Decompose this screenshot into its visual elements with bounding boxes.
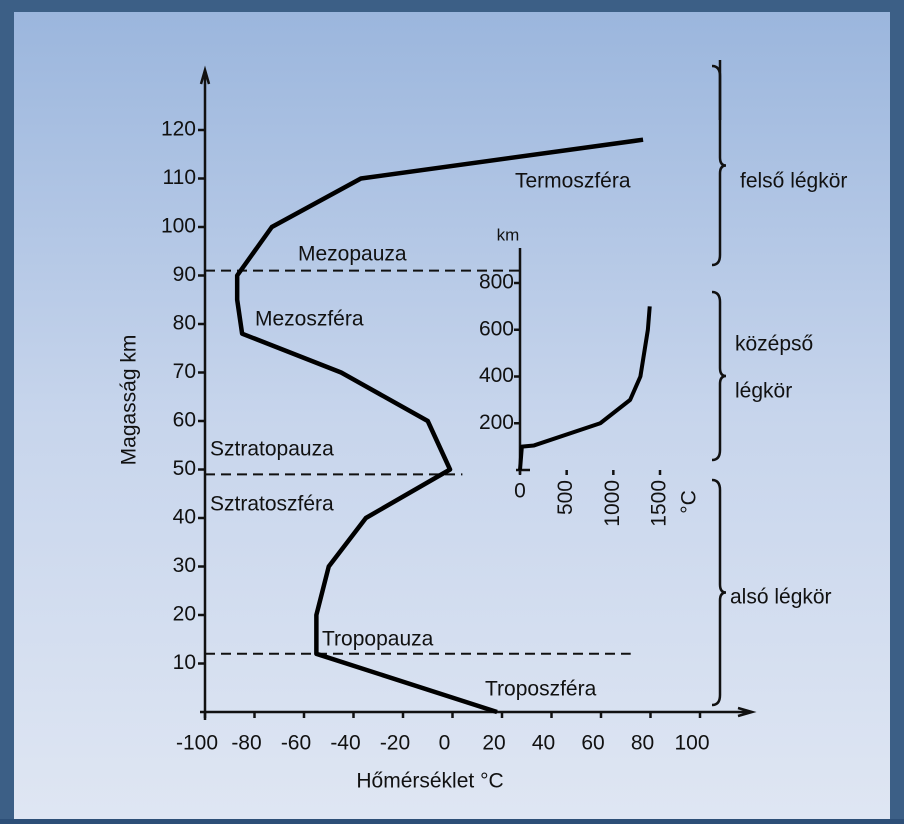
x-tick-label: 20	[482, 732, 505, 755]
annotation: Mezoszféra	[255, 308, 364, 331]
y-tick-label: 10	[173, 651, 196, 674]
x-tick-label: 0	[439, 732, 451, 755]
y-tick-label: 30	[173, 554, 196, 577]
region-label: légkör	[735, 380, 792, 403]
x-tick-label: -100	[176, 732, 218, 755]
region-label: felső légkör	[740, 170, 847, 193]
inset-x-axis-label: °C	[678, 490, 701, 514]
x-tick-label: -80	[231, 732, 261, 755]
inset-x-tick-label: 1000	[601, 480, 624, 527]
inset-x-tick-label: 0	[514, 480, 526, 503]
annotation: Sztratopauza	[210, 438, 334, 461]
region-label: alsó légkör	[730, 586, 832, 609]
inset-y-tick-label: 400	[479, 364, 514, 387]
region-label: középső	[735, 333, 813, 356]
annotation: Mezopauza	[298, 243, 407, 266]
x-axis-label: Hőmérséklet °C	[356, 770, 503, 793]
chart: 10 20 30 40 50 60 70 80 90 100 110 120 -100 -80 -60 -40…	[0, 0, 904, 819]
y-tick-label: 100	[161, 215, 196, 238]
annotation: Sztratoszféra	[210, 493, 334, 516]
annotation: Tropopauza	[322, 628, 434, 651]
y-tick-label: 20	[173, 603, 196, 626]
inset-y-tick-label: 600	[479, 317, 514, 340]
page: 10 20 30 40 50 60 70 80 90 100 110 120 -100 -80 -60 -40…	[0, 0, 904, 819]
inset-y-tick-label: 800	[479, 271, 514, 294]
y-tick-label: 110	[163, 166, 196, 189]
x-tick-label: 80	[631, 732, 654, 755]
x-tick-label: -60	[281, 732, 311, 755]
inset-x-tick-label: 1500	[648, 480, 671, 527]
annotation: Troposzféra	[485, 678, 597, 701]
y-tick-label: 40	[173, 506, 196, 529]
y-tick-label: 120	[161, 118, 196, 141]
inset-y-tick-label: 200	[479, 411, 514, 434]
x-tick-label: 40	[532, 732, 555, 755]
y-tick-label: 60	[173, 409, 196, 432]
y-tick-label: 80	[173, 312, 196, 335]
y-axis-label: Magasság km	[118, 335, 141, 466]
x-tick-label: -20	[380, 732, 410, 755]
y-tick-label: 70	[173, 360, 196, 383]
inset-x-tick-label: 500	[554, 480, 577, 515]
x-tick-label: 100	[674, 732, 709, 755]
y-tick-label: 50	[173, 457, 196, 480]
inset-y-axis-label: km	[497, 225, 520, 244]
x-tick-label: -40	[330, 732, 360, 755]
x-tick-label: 60	[581, 732, 604, 755]
y-tick-label: 90	[173, 263, 196, 286]
annotation: Termoszféra	[515, 170, 631, 193]
